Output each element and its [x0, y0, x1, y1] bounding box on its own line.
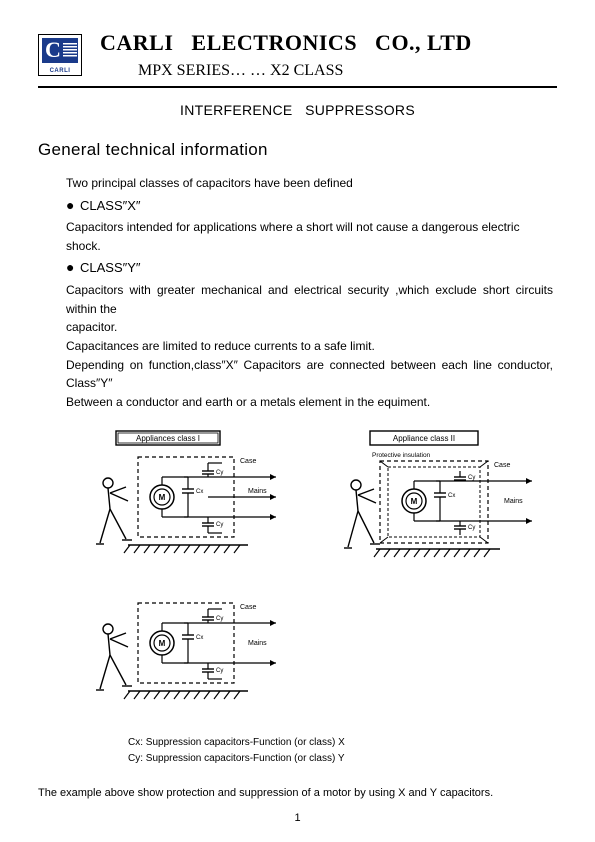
svg-text:Cy: Cy — [468, 525, 475, 531]
svg-text:M: M — [411, 497, 418, 506]
class-x-desc: Capacitors intended for applications whe… — [66, 218, 553, 255]
logo-stripes — [63, 43, 77, 57]
legend-cx: Cx: Suppression capacitors-Function (or … — [128, 735, 557, 751]
svg-text:Cx: Cx — [448, 493, 455, 499]
series-line: MPX SERIES… … X2 CLASS — [138, 62, 557, 80]
intro-line: Two principal classes of capacitors have… — [66, 174, 553, 193]
case-label: Case — [240, 458, 256, 465]
svg-text:Mains: Mains — [504, 498, 523, 505]
diagram-class1-ground: Case Mains Cx Cy Cy M — [88, 577, 288, 717]
footer-text: The example above show protection and su… — [38, 787, 557, 799]
subtitle: INTERFERENCE SUPPRESSORS — [38, 102, 557, 118]
legend: Cx: Suppression capacitors-Function (or … — [128, 735, 557, 767]
svg-text:Cx: Cx — [196, 489, 203, 495]
svg-text:Cy: Cy — [216, 522, 223, 528]
body-text: Two principal classes of capacitors have… — [66, 174, 553, 411]
class-x-bullet: ●CLASS″X″ — [66, 195, 553, 217]
company-name: CARLI ELECTRONICS CO., LTD — [100, 30, 557, 56]
svg-text:Case: Case — [240, 604, 256, 611]
class-y-desc-1: Capacitors with greater mechanical and e… — [66, 281, 553, 318]
svg-text:Cy: Cy — [468, 475, 475, 481]
class-y-bullet: ●CLASS″Y″ — [66, 257, 553, 279]
header: C CARLI CARLI ELECTRONICS CO., LTD MPX S… — [38, 30, 557, 80]
svg-text:Cy: Cy — [216, 470, 223, 476]
svg-text:Cy: Cy — [216, 668, 223, 674]
svg-text:M: M — [159, 639, 166, 648]
svg-text:M: M — [159, 493, 166, 502]
diagram-area: Appliances class I Case Mains Cx Cy Cy — [68, 427, 557, 725]
svg-text:Cx: Cx — [196, 635, 203, 641]
header-divider — [38, 86, 557, 88]
class-y-desc-3: Capacitances are limited to reduce curre… — [66, 337, 553, 356]
class-y-label: CLASS″Y″ — [80, 260, 141, 275]
class-y-desc-2: capacitor. — [66, 318, 553, 337]
legend-cy: Cy: Suppression capacitors-Function (or … — [128, 751, 557, 767]
logo-text: CARLI — [39, 68, 81, 74]
mains-label: Mains — [248, 488, 267, 495]
logo-c-letter: C — [45, 37, 61, 63]
class-y-desc-5: Between a conductor and earth or a metal… — [66, 393, 553, 412]
svg-text:Cy: Cy — [216, 616, 223, 622]
class-y-desc-4: Depending on function,class″X″ Capacitor… — [66, 356, 553, 393]
section-heading: General technical information — [38, 140, 557, 160]
class-x-label: CLASS″X″ — [80, 198, 141, 213]
page-number: 1 — [0, 812, 595, 824]
diagram-title-1: Appliances class I — [136, 434, 200, 443]
svg-text:Case: Case — [494, 462, 510, 469]
diagram-title-2: Appliance class II — [393, 434, 455, 443]
diagram-class2: Appliance class II Protective insulation… — [336, 427, 546, 567]
diagram-class1: Appliances class I Case Mains Cx Cy Cy — [88, 427, 288, 567]
protective-label: Protective insulation — [372, 452, 431, 459]
bullet-icon: ● — [66, 257, 80, 279]
svg-text:Mains: Mains — [248, 640, 267, 647]
bullet-icon: ● — [66, 195, 80, 217]
logo: C CARLI — [38, 34, 82, 76]
title-block: CARLI ELECTRONICS CO., LTD MPX SERIES… …… — [100, 30, 557, 80]
